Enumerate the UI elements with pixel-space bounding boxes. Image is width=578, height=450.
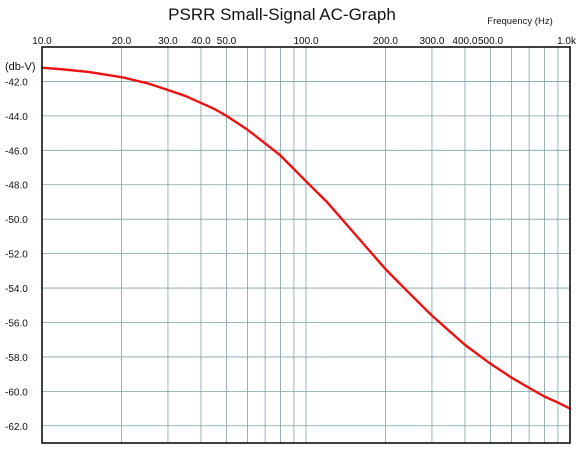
x-tick-label: 400.0 (452, 36, 477, 47)
y-tick-label: -42.0 (5, 77, 28, 88)
x-tick-label: 10.0 (32, 36, 52, 47)
x-tick-label: 20.0 (112, 36, 132, 47)
y-tick-label: -60.0 (5, 387, 28, 398)
y-tick-label: -46.0 (5, 146, 28, 157)
y-tick-label: -50.0 (5, 215, 28, 226)
x-tick-label: 50.0 (217, 36, 237, 47)
psrr-series-line (40, 66, 572, 410)
y-tick-label: -44.0 (5, 112, 28, 123)
y-tick-label: -62.0 (5, 422, 28, 433)
x-tick-label: 30.0 (158, 36, 178, 47)
x-tick-label: 200.0 (373, 36, 398, 47)
x-tick-label: 100.0 (293, 36, 318, 47)
x-tick-label: 300.0 (419, 36, 444, 47)
y-tick-label: -48.0 (5, 181, 28, 192)
x-tick-label: 500.0 (478, 36, 503, 47)
chart-title: PSRR Small-Signal AC-Graph (168, 5, 396, 24)
series-layer (40, 66, 572, 410)
tick-labels: 10.0 20.0 30.0 40.0 50.0 100.0 200.0 300.0 400.0… (5, 36, 577, 433)
y-tick-label: -58.0 (5, 353, 28, 364)
x-axis-label: Frequency (Hz) (487, 16, 552, 27)
plot-frame (41, 46, 571, 444)
x-tick-label: 1.0k (557, 36, 577, 47)
grid-lines (42, 47, 570, 443)
y-axis-label: (db-V) (5, 61, 36, 73)
y-tick-label: -54.0 (5, 284, 28, 295)
y-tick-label: -52.0 (5, 250, 28, 261)
y-tick-label: -56.0 (5, 318, 28, 329)
x-tick-label: 40.0 (191, 36, 211, 47)
